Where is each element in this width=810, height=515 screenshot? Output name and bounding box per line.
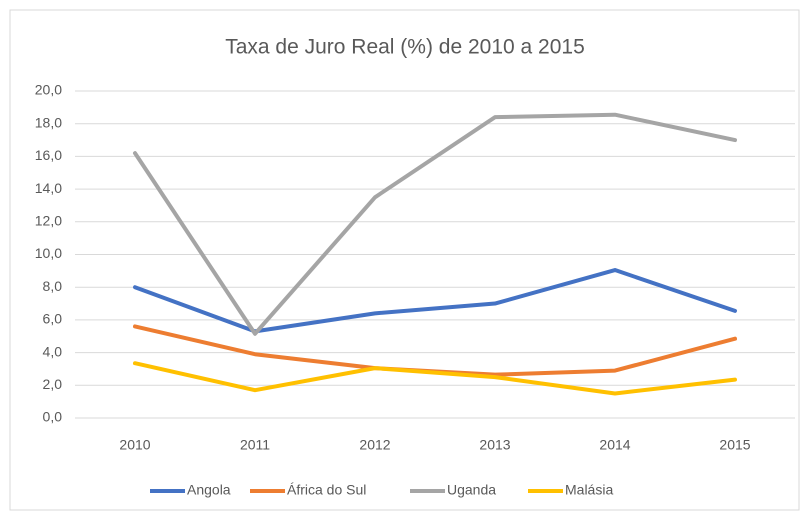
legend-label: Angola [187, 482, 231, 498]
x-tick-label: 2011 [240, 437, 270, 453]
y-tick-label: 18,0 [35, 114, 62, 130]
series-line [133, 268, 737, 334]
y-tick-label: 8,0 [43, 278, 63, 294]
legend-label: África do Sul [287, 482, 366, 498]
y-tick-label: 16,0 [35, 147, 62, 163]
legend-label: Malásia [565, 482, 613, 498]
y-tick-label: 4,0 [43, 343, 63, 359]
y-tick-label: 0,0 [43, 409, 63, 425]
x-tick-label: 2012 [359, 437, 390, 453]
chart-title: Taxa de Juro Real (%) de 2010 a 2015 [225, 36, 585, 59]
chart-frame [9, 9, 800, 511]
x-tick-label: 2010 [119, 437, 150, 453]
y-tick-label: 6,0 [43, 311, 63, 327]
x-tick-label: 2015 [719, 437, 750, 453]
y-tick-label: 14,0 [35, 180, 62, 196]
y-tick-label: 20,0 [35, 82, 62, 98]
x-tick-label: 2014 [599, 437, 630, 453]
legend-label: Uganda [447, 482, 496, 498]
series-line [133, 361, 737, 396]
series-line [133, 112, 737, 336]
y-tick-label: 2,0 [43, 376, 63, 392]
y-tick-label: 10,0 [35, 245, 62, 261]
x-tick-label: 2013 [479, 437, 510, 453]
y-tick-label: 12,0 [35, 213, 62, 229]
